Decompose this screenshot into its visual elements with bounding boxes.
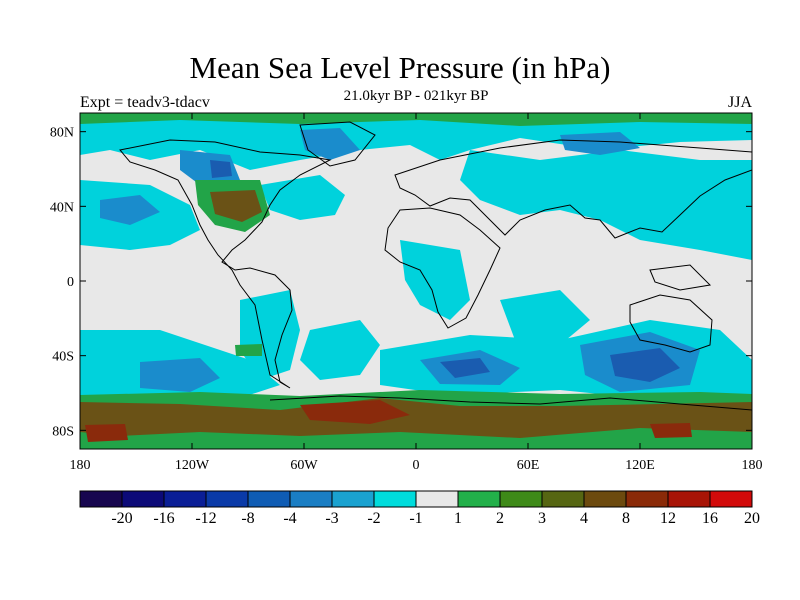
colorbar-label: 16 — [702, 510, 718, 527]
colorbar-label: -2 — [367, 510, 380, 527]
colorbar-swatch — [667, 490, 711, 508]
colorbar-label: -12 — [195, 510, 216, 527]
colorbar-label: -16 — [153, 510, 174, 527]
colorbar-label: 8 — [622, 510, 630, 527]
latitude-axis: 80N 40N 0 40S 80S — [50, 126, 752, 439]
dark-red-field — [85, 400, 692, 442]
lat-tick-label: 80S — [52, 424, 74, 439]
colorbar-label: 20 — [744, 510, 760, 527]
colorbar-label: 2 — [496, 510, 504, 527]
colorbar-label: -3 — [325, 510, 338, 527]
map-subtitle: 21.0kyr BP - 021kyr BP — [343, 88, 489, 104]
colorbar-swatch — [331, 490, 375, 508]
lon-tick-label: 180 — [70, 458, 91, 473]
colorbar-label: -20 — [111, 510, 132, 527]
lon-tick-label: 60W — [290, 458, 318, 473]
colorbar-swatch — [163, 490, 207, 508]
pressure-fields — [80, 113, 752, 449]
colorbar-swatch — [583, 490, 627, 508]
lat-tick-label: 0 — [67, 275, 74, 290]
colorbar-label: -1 — [409, 510, 422, 527]
lat-tick-label: 80N — [50, 126, 74, 141]
colorbar: -20 -16 -12 -8 -4 -3 -2 -1 1 2 3 4 8 12 16 20 — [79, 490, 760, 527]
experiment-label: Expt = teadv3-tdacv — [80, 94, 210, 111]
colorbar-label: -4 — [283, 510, 296, 527]
colorbar-label: 1 — [454, 510, 462, 527]
lon-tick-label: 60E — [517, 458, 540, 473]
colorbar-swatch — [415, 490, 459, 508]
colorbar-label: 3 — [538, 510, 546, 527]
colorbar-swatch — [205, 490, 249, 508]
colorbar-swatch — [541, 490, 585, 508]
colorbar-swatch — [709, 490, 753, 508]
colorbar-swatch — [373, 490, 417, 508]
dark-blue-field — [210, 160, 680, 382]
colorbar-swatch — [121, 490, 165, 508]
colorbar-label: 12 — [660, 510, 676, 527]
lon-tick-label: 0 — [413, 458, 420, 473]
colorbar-swatch — [289, 490, 333, 508]
lon-tick-label: 120E — [625, 458, 655, 473]
lat-tick-label: 40N — [50, 200, 74, 215]
colorbar-label: 4 — [580, 510, 588, 527]
brown-field — [80, 190, 752, 438]
colorbar-swatch — [625, 490, 669, 508]
map-title: Mean Sea Level Pressure (in hPa) — [189, 50, 611, 85]
colorbar-swatch — [79, 490, 123, 508]
lon-tick-label: 120W — [175, 458, 210, 473]
colorbar-swatch — [247, 490, 291, 508]
lon-tick-label: 180 — [742, 458, 763, 473]
coastlines — [119, 121, 752, 411]
longitude-axis: 180 120W 60W 0 60E 120E 180 — [70, 113, 763, 473]
colorbar-label: -8 — [241, 510, 254, 527]
colorbar-swatch — [457, 490, 501, 508]
lat-tick-label: 40S — [52, 350, 74, 365]
season-label: JJA — [727, 94, 752, 111]
colorbar-swatch — [499, 490, 543, 508]
